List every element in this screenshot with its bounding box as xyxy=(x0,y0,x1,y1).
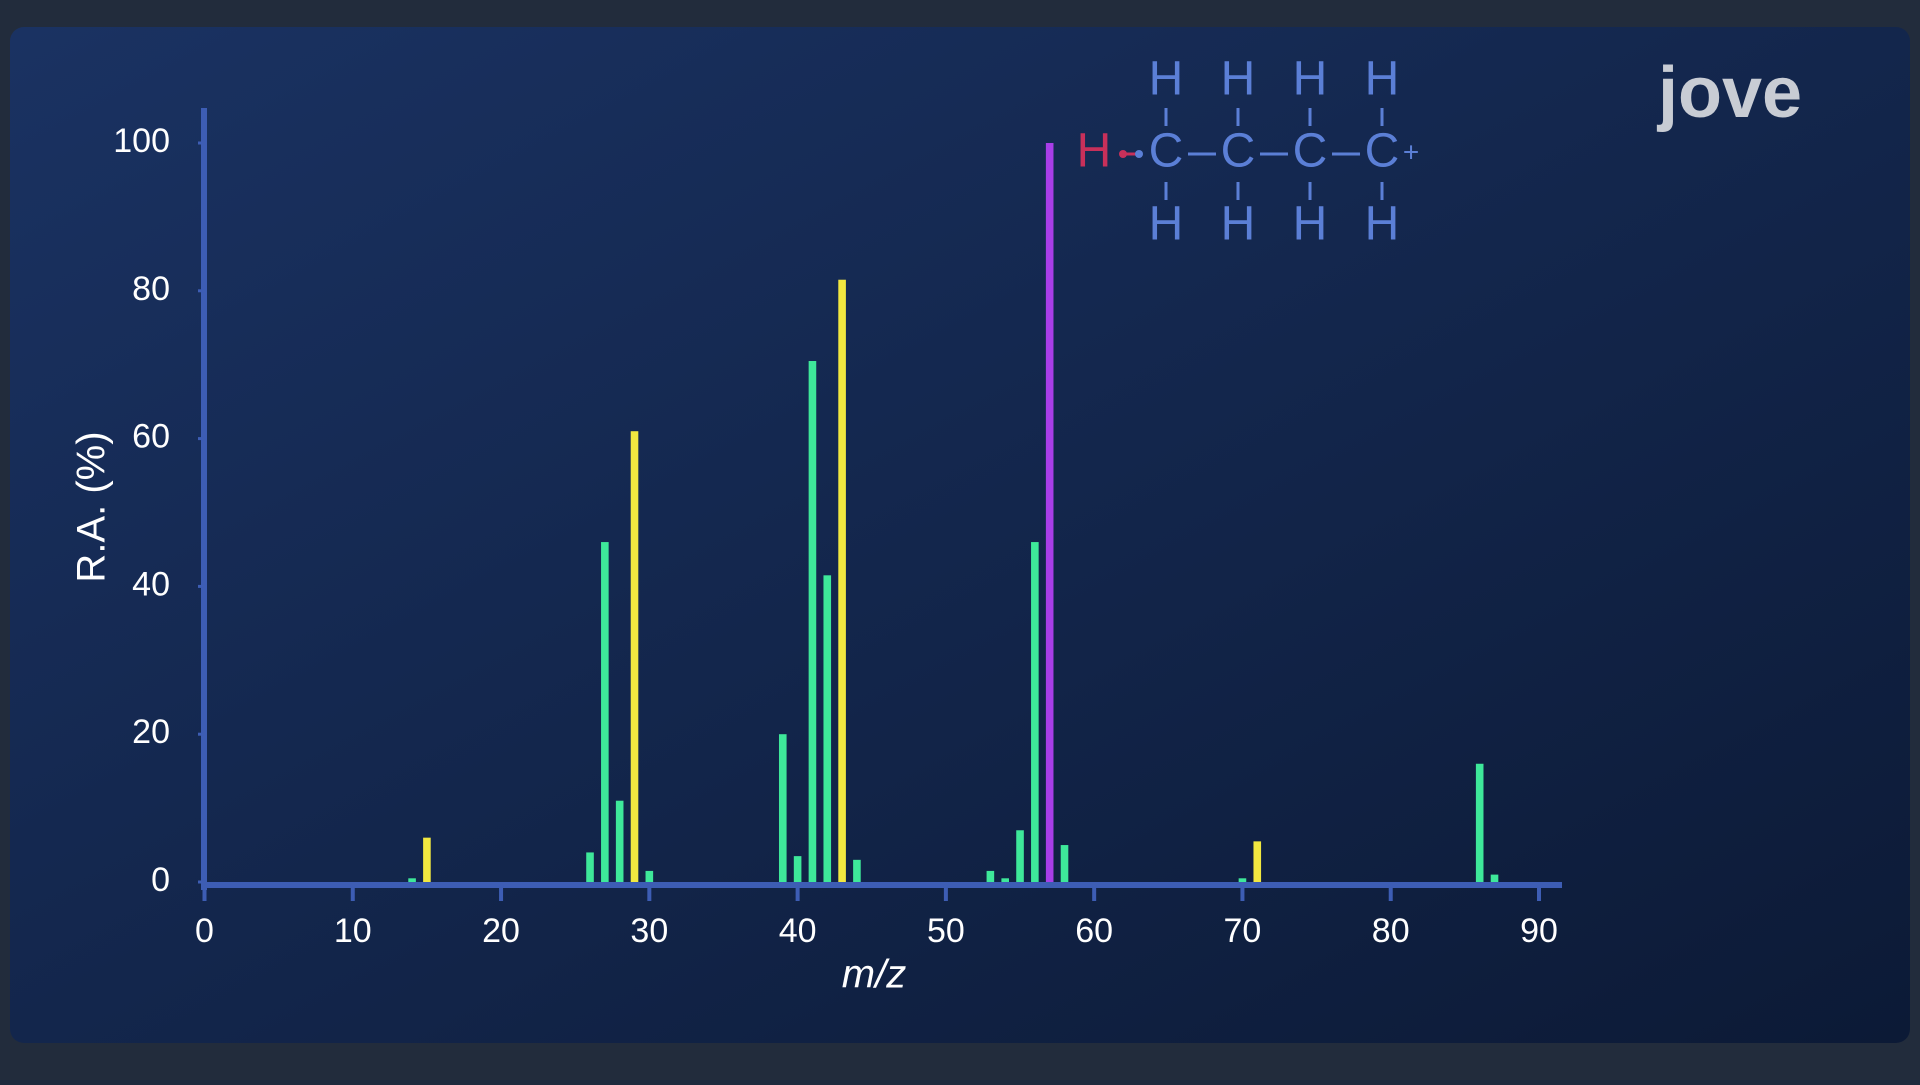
atom-c: C xyxy=(1365,125,1400,178)
atom-h: H xyxy=(1149,53,1184,106)
y-axis-label: R.A. (%) xyxy=(70,431,114,582)
x-tick-label: 60 xyxy=(1075,912,1113,950)
bar xyxy=(1490,874,1499,882)
bar xyxy=(601,542,609,882)
bar xyxy=(1253,841,1262,882)
y-tick-label: 60 xyxy=(132,418,170,456)
bar xyxy=(778,734,787,882)
leaving-h: H xyxy=(1077,125,1112,178)
bar xyxy=(793,856,802,882)
bar xyxy=(1475,763,1484,882)
bar xyxy=(808,361,817,882)
atom-h: H xyxy=(1365,198,1400,251)
atom-h: H xyxy=(1149,198,1184,251)
panel xyxy=(10,27,1910,1043)
bar xyxy=(838,279,846,883)
x-axis-label: m/z xyxy=(842,953,906,997)
x-tick-label: 20 xyxy=(482,912,520,950)
atom-h: H xyxy=(1293,198,1328,251)
y-tick-label: 100 xyxy=(113,122,170,160)
x-tick-label: 70 xyxy=(1224,912,1262,950)
bar xyxy=(586,852,594,882)
bar xyxy=(1001,878,1009,882)
atom-c: C xyxy=(1149,125,1184,178)
charge: + xyxy=(1403,136,1419,167)
bar xyxy=(1016,830,1024,882)
bar xyxy=(615,800,624,882)
atom-c: C xyxy=(1293,125,1328,178)
bar xyxy=(408,878,416,882)
bar xyxy=(986,870,995,882)
bar xyxy=(645,870,654,882)
atom-c: C xyxy=(1221,125,1256,178)
x-tick-label: 40 xyxy=(779,912,817,950)
x-tick-label: 90 xyxy=(1520,912,1558,950)
bar xyxy=(1031,542,1039,882)
logo: jove xyxy=(1656,53,1802,133)
bar xyxy=(630,431,639,882)
atom-h: H xyxy=(1293,53,1328,106)
atom-h: H xyxy=(1221,198,1256,251)
y-tick-label: 0 xyxy=(151,861,170,899)
electron xyxy=(1135,150,1143,158)
bar xyxy=(423,837,431,882)
x-tick-label: 10 xyxy=(334,912,372,950)
atom-h: H xyxy=(1365,53,1400,106)
y-tick-label: 80 xyxy=(132,270,170,308)
bar xyxy=(1060,845,1069,882)
x-tick-label: 0 xyxy=(195,912,214,950)
x-tick-label: 80 xyxy=(1372,912,1410,950)
bar xyxy=(1045,143,1054,882)
x-tick-label: 50 xyxy=(927,912,965,950)
bar xyxy=(823,575,832,882)
bar xyxy=(1238,878,1247,882)
x-tick-label: 30 xyxy=(630,912,668,950)
y-tick-label: 20 xyxy=(132,713,170,751)
bar xyxy=(853,859,861,882)
y-tick-label: 40 xyxy=(132,565,170,603)
atom-h: H xyxy=(1221,53,1256,106)
